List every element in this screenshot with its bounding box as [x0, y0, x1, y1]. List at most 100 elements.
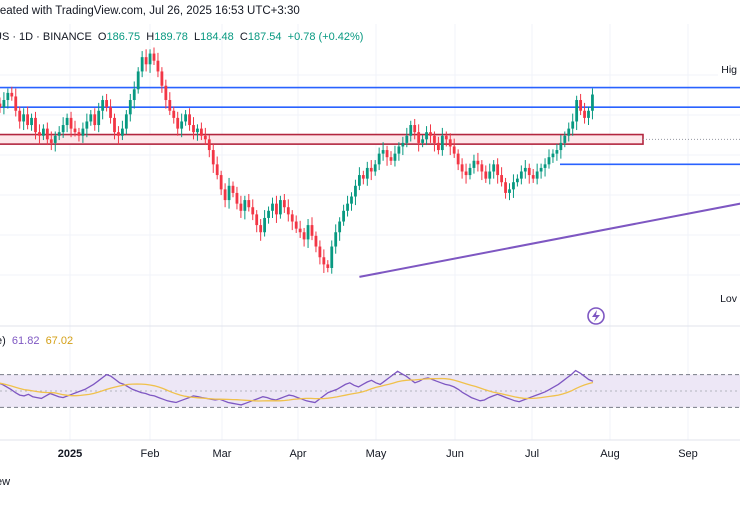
rsi-panel — [0, 369, 740, 408]
candle-79 — [306, 219, 310, 248]
candle-body-37 — [140, 57, 144, 72]
candle-141 — [551, 149, 555, 163]
candle-body-90 — [350, 196, 353, 204]
candle-body-151 — [591, 94, 594, 111]
candle-92 — [358, 167, 361, 191]
candle-body-46 — [176, 117, 180, 129]
candle-126 — [492, 160, 496, 179]
open-value: 186.75 — [106, 31, 141, 43]
candle-113 — [440, 127, 444, 156]
candle-body-120 — [468, 167, 472, 176]
candle-151 — [591, 88, 594, 120]
candle-37 — [140, 51, 144, 78]
candle-body-54 — [207, 139, 211, 151]
candle-140 — [547, 149, 551, 169]
candle-body-101 — [393, 153, 397, 161]
candle-53 — [203, 127, 207, 146]
candle-body-144 — [563, 135, 567, 143]
candle-74 — [286, 199, 290, 222]
candle-body-65 — [251, 207, 255, 215]
candle-94 — [365, 161, 369, 186]
ohlc-legend: US · 1D · BINANCE O186.75 H189.78 L184.4… — [0, 31, 363, 43]
candle-body-92 — [358, 175, 361, 186]
candle-133 — [519, 165, 523, 185]
candle-body-34 — [128, 100, 132, 115]
candle-body-134 — [523, 167, 527, 172]
candle-body-64 — [247, 200, 251, 208]
candle-body-118 — [460, 164, 464, 172]
candle-body-1 — [0, 103, 2, 108]
candle-118 — [460, 158, 464, 179]
candle-body-44 — [168, 100, 172, 111]
candle-body-138 — [539, 167, 543, 172]
candle-97 — [377, 147, 381, 171]
candle-body-40 — [152, 53, 156, 61]
symbol-label[interactable]: US · 1D · BINANCE — [0, 31, 92, 43]
candle-body-19 — [69, 117, 73, 129]
candle-body-59 — [227, 185, 231, 201]
candle-39 — [148, 49, 152, 73]
candle-78 — [302, 227, 306, 247]
candle-body-111 — [433, 135, 436, 143]
candle-134 — [523, 160, 527, 179]
candle-body-30 — [113, 117, 116, 133]
candle-49 — [188, 108, 191, 131]
candle-body-69 — [267, 210, 270, 218]
close-label: C — [239, 31, 248, 43]
candle-body-66 — [255, 214, 259, 226]
candle-88 — [342, 204, 345, 226]
candle-body-150 — [587, 110, 590, 118]
candle-body-17 — [61, 125, 65, 133]
candle-47 — [180, 113, 184, 138]
candle-42 — [160, 67, 164, 93]
candle-31 — [117, 126, 120, 145]
candle-59 — [227, 177, 231, 209]
candle-body-62 — [239, 203, 243, 211]
overlay — [587, 307, 605, 325]
candle-body-50 — [192, 125, 195, 133]
chart-title: reated with TradingView.com, Jul 26, 202… — [0, 5, 300, 17]
candle-72 — [279, 195, 282, 219]
candle-body-96 — [373, 164, 377, 172]
change-value: +0.78 (+0.42%) — [287, 31, 364, 43]
candle-body-98 — [381, 150, 385, 154]
candle-body-45 — [172, 110, 176, 118]
candle-body-125 — [488, 171, 492, 179]
candle-body-43 — [164, 85, 168, 101]
candle-61 — [235, 186, 239, 210]
candle-102 — [397, 142, 401, 161]
candle-body-21 — [77, 132, 81, 136]
candle-body-3 — [6, 92, 10, 101]
high-label-tag: Hig — [718, 63, 740, 77]
candle-145 — [567, 122, 571, 142]
candle-body-91 — [354, 185, 357, 197]
candle-body-121 — [472, 160, 476, 168]
candle-body-26 — [97, 110, 101, 126]
candle-body-147 — [575, 100, 579, 122]
candle-body-23 — [85, 121, 89, 129]
candle-33 — [124, 110, 128, 135]
candle-body-109 — [425, 132, 428, 140]
candle-body-29 — [109, 107, 112, 118]
candle-146 — [571, 113, 575, 136]
candle-body-11 — [38, 132, 41, 136]
candle-body-80 — [310, 225, 314, 236]
candle-63 — [243, 195, 247, 220]
candle-143 — [559, 135, 563, 159]
candle-body-122 — [476, 160, 480, 165]
candle-121 — [472, 154, 476, 174]
candle-body-131 — [512, 182, 515, 190]
candle-body-145 — [567, 128, 571, 136]
candle-body-103 — [401, 142, 405, 147]
candle-body-82 — [318, 246, 322, 258]
candle-98 — [381, 142, 385, 161]
candle-131 — [512, 174, 515, 198]
candle-125 — [488, 163, 492, 185]
candle-75 — [290, 210, 294, 231]
candle-body-149 — [583, 110, 586, 118]
candle-body-14 — [49, 139, 53, 143]
candle-48 — [184, 110, 187, 126]
candle-6 — [18, 106, 22, 129]
